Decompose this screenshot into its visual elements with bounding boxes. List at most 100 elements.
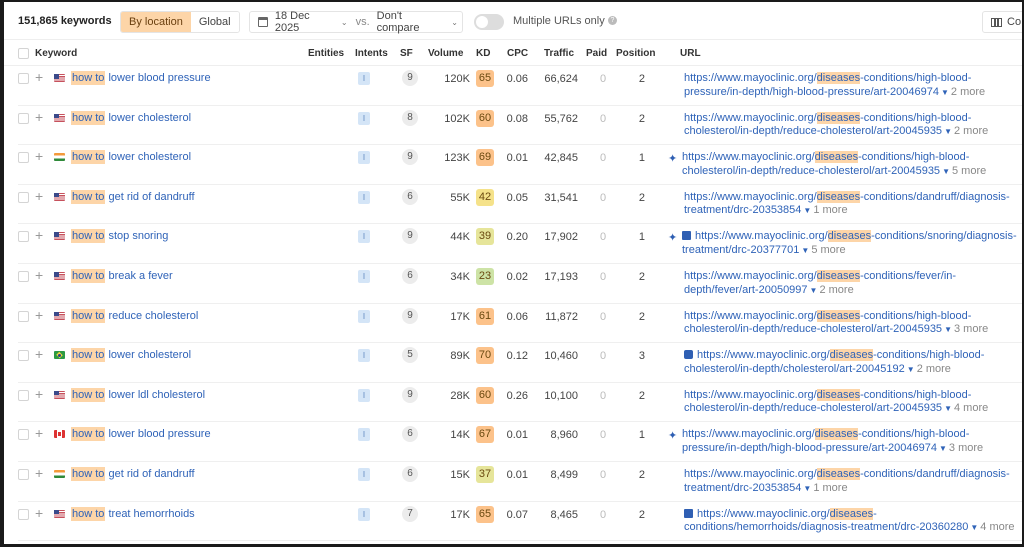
- keyword-link[interactable]: how to lower blood pressure: [71, 71, 211, 85]
- more-urls-link[interactable]: 4 more: [980, 521, 1015, 534]
- caret-down-icon[interactable]: ▼: [906, 364, 915, 374]
- caret-down-icon[interactable]: ▼: [944, 127, 952, 137]
- col-url[interactable]: URL: [680, 48, 701, 59]
- row-checkbox[interactable]: [18, 389, 29, 401]
- col-paid[interactable]: Paid: [586, 48, 608, 59]
- sf-badge[interactable]: 6: [402, 466, 418, 482]
- caret-down-icon[interactable]: ▼: [970, 523, 979, 533]
- sf-badge[interactable]: 5: [402, 347, 418, 364]
- more-urls-link[interactable]: 3 more: [948, 441, 984, 454]
- url-link[interactable]: https://www.mayoclinic.org/diseases-cond…: [684, 507, 1020, 535]
- keyword-link[interactable]: how to get rid of dandruff: [71, 467, 195, 481]
- more-urls-link[interactable]: 5 more: [951, 164, 987, 177]
- columns-button[interactable]: Co: [982, 11, 1022, 33]
- caret-down-icon[interactable]: ▼: [803, 483, 812, 493]
- sf-badge[interactable]: 9: [402, 386, 418, 403]
- url-link[interactable]: https://www.mayoclinic.org/diseases-cond…: [682, 151, 1020, 178]
- row-checkbox[interactable]: [18, 231, 29, 243]
- row-checkbox[interactable]: [18, 469, 29, 480]
- keyword-link[interactable]: how to lower blood pressure: [71, 427, 211, 442]
- keyword-link[interactable]: how to lower ldl cholesterol: [71, 387, 205, 402]
- add-icon[interactable]: +: [35, 346, 44, 363]
- more-urls-link[interactable]: 3 more: [953, 323, 989, 336]
- select-all-checkbox[interactable]: [18, 48, 29, 59]
- caret-down-icon[interactable]: ▼: [809, 285, 818, 295]
- add-icon[interactable]: +: [35, 187, 44, 204]
- sf-badge[interactable]: 9: [402, 307, 418, 324]
- more-urls-link[interactable]: 1 more: [813, 481, 848, 494]
- url-link[interactable]: https://www.mayoclinic.org/diseases-cond…: [684, 349, 1020, 376]
- by-location-button[interactable]: By location: [121, 12, 191, 32]
- keyword-link[interactable]: how to lower cholesterol: [71, 110, 191, 125]
- more-urls-link[interactable]: 5 more: [811, 243, 846, 256]
- caret-down-icon[interactable]: ▼: [803, 206, 812, 216]
- add-icon[interactable]: +: [35, 267, 44, 283]
- sf-badge[interactable]: 9: [402, 228, 418, 245]
- add-icon[interactable]: +: [35, 148, 44, 165]
- add-icon[interactable]: +: [35, 504, 44, 521]
- keyword-link[interactable]: how to get rid of dandruff: [71, 189, 195, 204]
- url-link[interactable]: https://www.mayoclinic.org/diseases-cond…: [682, 428, 1020, 455]
- sf-badge[interactable]: 9: [402, 70, 418, 86]
- url-link[interactable]: https://www.mayoclinic.org/diseases-cond…: [684, 388, 1020, 416]
- row-checkbox[interactable]: [18, 508, 29, 520]
- keyword-link[interactable]: how to lower cholesterol: [71, 348, 191, 363]
- add-icon[interactable]: +: [35, 385, 44, 402]
- row-checkbox[interactable]: [18, 152, 29, 164]
- keyword-link[interactable]: how to break a fever: [71, 269, 173, 283]
- sf-badge[interactable]: 6: [402, 188, 418, 205]
- col-kd[interactable]: KD: [476, 48, 491, 59]
- url-link[interactable]: https://www.mayoclinic.org/diseases-cond…: [684, 270, 1020, 297]
- url-link[interactable]: https://www.mayoclinic.org/diseases-cond…: [684, 190, 1020, 218]
- more-urls-link[interactable]: 4 more: [953, 402, 989, 415]
- more-urls-link[interactable]: 2 more: [916, 362, 951, 375]
- sf-badge[interactable]: 8: [402, 109, 418, 126]
- url-link[interactable]: https://www.mayoclinic.org/diseases-cond…: [684, 111, 1020, 139]
- add-icon[interactable]: +: [35, 465, 44, 481]
- more-urls-link[interactable]: 1 more: [813, 204, 848, 217]
- col-cpc[interactable]: CPC: [507, 48, 529, 59]
- more-urls-link[interactable]: 2 more: [953, 125, 989, 138]
- add-icon[interactable]: +: [35, 227, 44, 244]
- keyword-link[interactable]: how to stop snoring: [71, 229, 168, 244]
- caret-down-icon[interactable]: ▼: [939, 443, 947, 453]
- date-picker[interactable]: 18 Dec 2025 ⌄ vs. Don't compare ⌄: [249, 10, 463, 34]
- keyword-link[interactable]: how to treat hemorrhoids: [71, 506, 195, 521]
- add-icon[interactable]: +: [35, 425, 44, 442]
- add-icon[interactable]: +: [35, 108, 44, 125]
- col-volume[interactable]: Volume: [428, 48, 464, 59]
- keyword-link[interactable]: how to reduce cholesterol: [71, 308, 198, 323]
- more-urls-link[interactable]: 2 more: [819, 283, 854, 296]
- caret-down-icon[interactable]: ▼: [944, 404, 952, 414]
- sf-badge[interactable]: 6: [402, 426, 418, 443]
- col-traffic[interactable]: Traffic: [544, 48, 575, 59]
- col-position[interactable]: Position: [616, 48, 656, 59]
- row-checkbox[interactable]: [18, 310, 29, 322]
- caret-down-icon[interactable]: ▼: [944, 325, 952, 335]
- sf-badge[interactable]: 6: [402, 268, 418, 284]
- row-checkbox[interactable]: [18, 73, 29, 84]
- url-link[interactable]: https://www.mayoclinic.org/diseases-cond…: [684, 72, 1020, 99]
- global-button[interactable]: Global: [190, 12, 239, 32]
- url-link[interactable]: https://www.mayoclinic.org/diseases-cond…: [684, 309, 1020, 337]
- caret-down-icon[interactable]: ▼: [941, 87, 949, 97]
- more-urls-link[interactable]: 2 more: [950, 85, 986, 98]
- help-icon[interactable]: ?: [608, 16, 617, 25]
- sf-badge[interactable]: 7: [402, 505, 418, 522]
- col-entities[interactable]: Entities: [308, 48, 345, 59]
- keyword-link[interactable]: how to lower cholesterol: [71, 150, 191, 165]
- url-link[interactable]: https://www.mayoclinic.org/diseases-cond…: [684, 468, 1020, 495]
- row-checkbox[interactable]: [18, 112, 29, 124]
- col-keyword[interactable]: Keyword: [35, 48, 78, 59]
- col-sf[interactable]: SF: [400, 48, 413, 59]
- row-checkbox[interactable]: [18, 271, 29, 282]
- url-link[interactable]: https://www.mayoclinic.org/diseases-cond…: [682, 230, 1020, 257]
- col-intents[interactable]: Intents: [355, 48, 388, 59]
- compare-dropdown[interactable]: Don't compare: [376, 10, 420, 34]
- add-icon[interactable]: +: [35, 306, 44, 323]
- sf-badge[interactable]: 9: [402, 149, 418, 166]
- multiple-urls-toggle[interactable]: [474, 14, 504, 30]
- row-checkbox[interactable]: [18, 429, 29, 441]
- add-icon[interactable]: +: [35, 69, 44, 85]
- row-checkbox[interactable]: [18, 191, 29, 203]
